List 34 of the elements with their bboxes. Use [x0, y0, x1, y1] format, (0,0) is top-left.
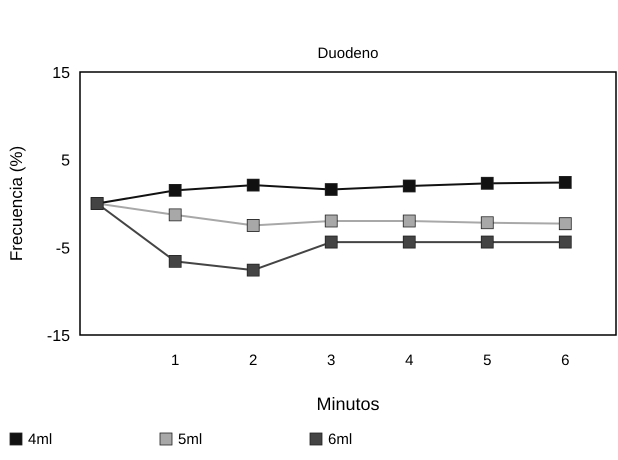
y-tick-label: 5 [61, 152, 70, 170]
y-tick-label: -15 [46, 328, 70, 345]
x-tick-label: 4 [405, 352, 414, 369]
point [168, 208, 182, 222]
point [480, 236, 494, 248]
point [480, 216, 494, 230]
x-tick-label: 2 [249, 352, 258, 369]
x-tick-label: 1 [171, 352, 180, 369]
point [402, 180, 416, 192]
y-tick-label: 15 [52, 65, 70, 82]
chart-title: Duodeno [318, 45, 378, 62]
point [246, 219, 260, 232]
x-tick-label: 6 [561, 352, 570, 369]
point [246, 178, 260, 192]
point [480, 176, 494, 190]
point [324, 183, 338, 196]
point [402, 236, 416, 248]
legend-label: 4ml [28, 431, 52, 448]
y-axis-title: Frecuencia (%) [7, 146, 26, 262]
point [558, 176, 572, 189]
point [558, 217, 572, 230]
x-tick-label: 3 [327, 352, 336, 369]
x-axis-title: Minutos [316, 394, 380, 414]
x-tick-label: 5 [483, 352, 492, 369]
point [402, 214, 416, 228]
legend-label: 5ml [178, 431, 202, 448]
point [246, 264, 260, 277]
y-tick-label: -5 [56, 240, 70, 258]
legend-label: 6ml [328, 431, 352, 448]
point [168, 254, 182, 268]
point [558, 236, 572, 248]
point [324, 214, 338, 228]
point [168, 184, 182, 197]
point [324, 236, 338, 248]
